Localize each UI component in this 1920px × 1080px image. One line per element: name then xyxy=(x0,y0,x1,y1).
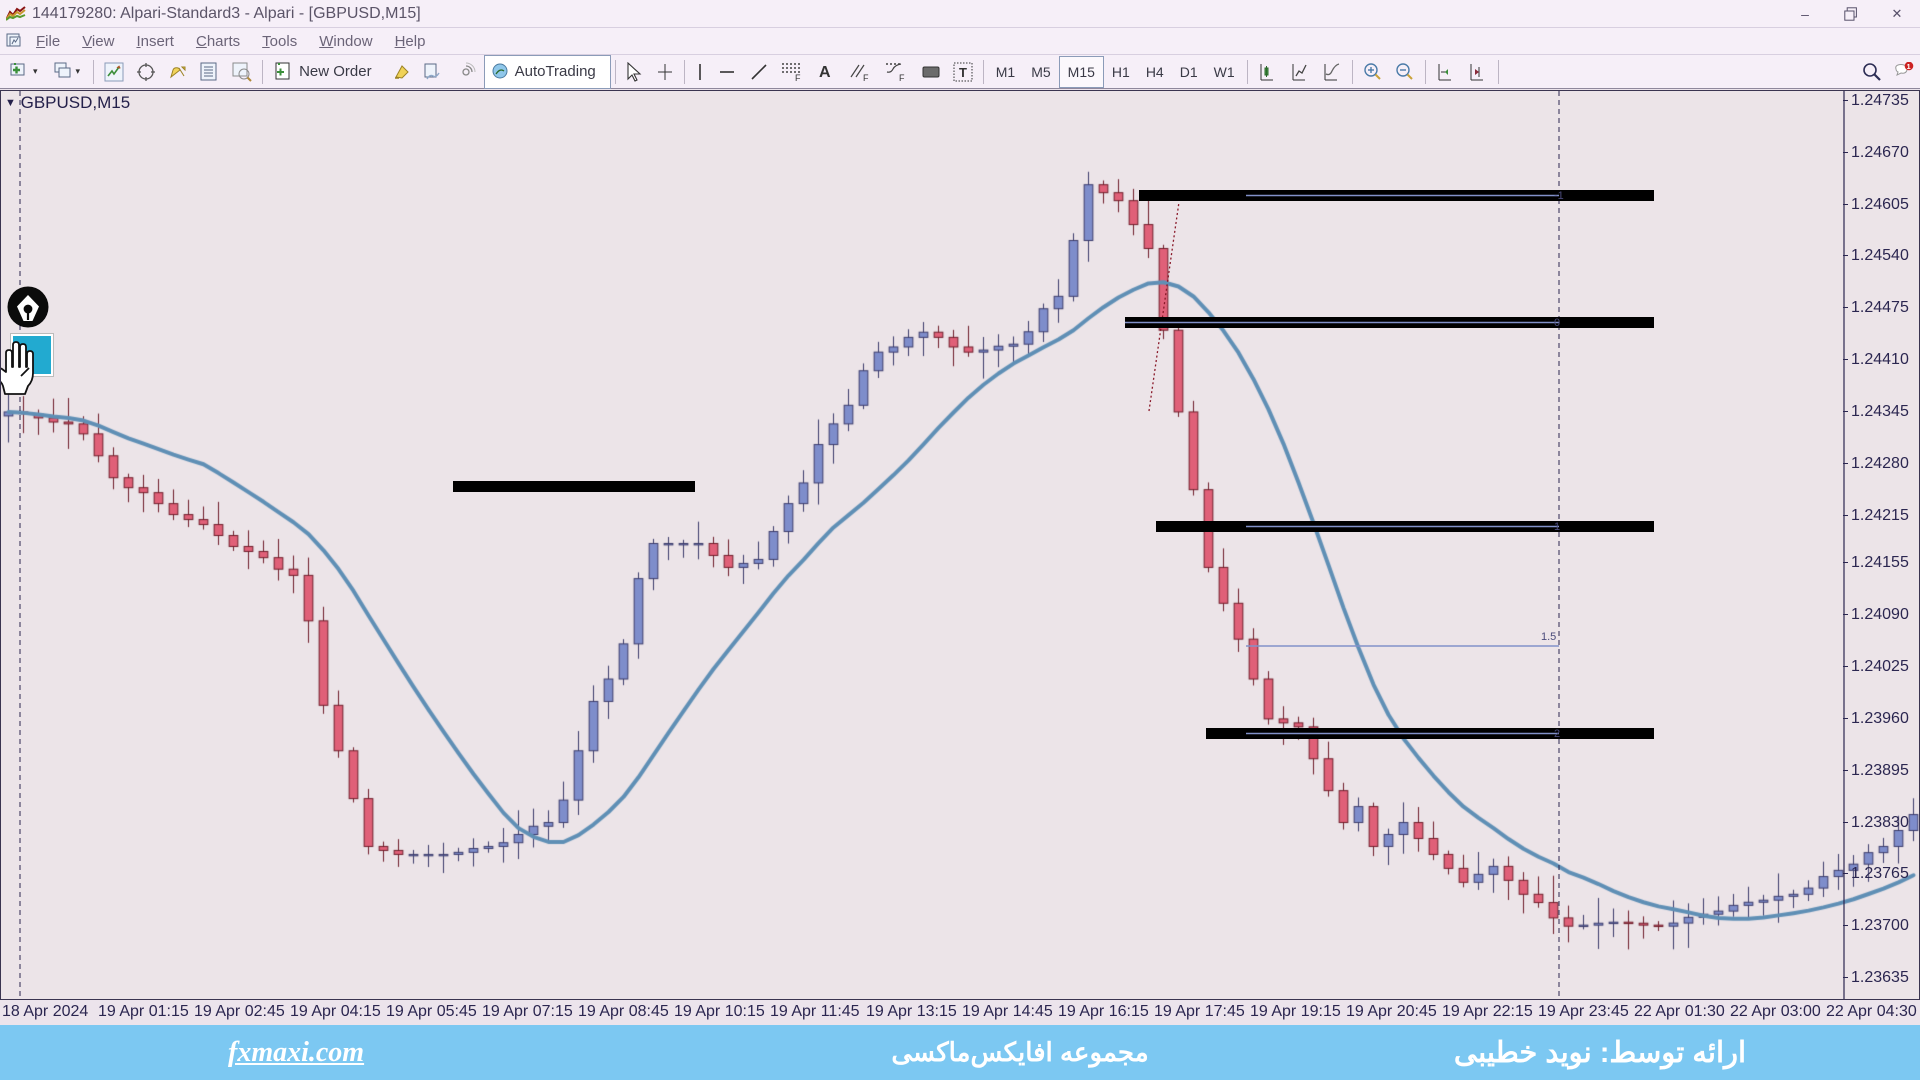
svg-text:F: F xyxy=(795,73,801,82)
svg-text:F: F xyxy=(899,73,905,82)
svg-text:F: F xyxy=(863,73,869,82)
svg-text:T: T xyxy=(959,65,967,80)
svg-text:1: 1 xyxy=(1907,62,1911,71)
svg-text:A: A xyxy=(819,64,831,81)
